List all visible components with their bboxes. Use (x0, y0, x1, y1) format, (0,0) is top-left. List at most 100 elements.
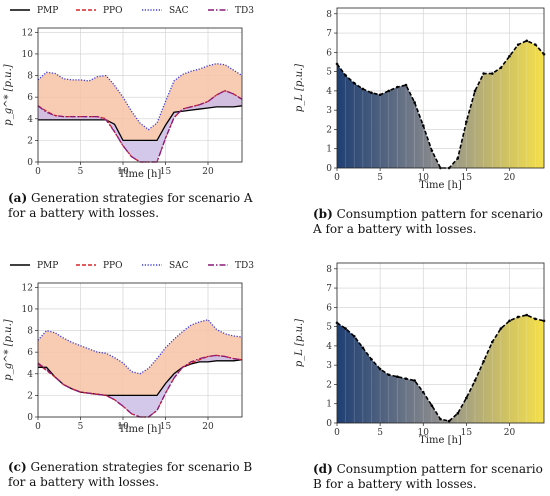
data-point-d (370, 358, 373, 361)
caption-c-tag: (c) (8, 460, 27, 474)
y-tick-label-d: 8 (326, 265, 332, 275)
panel-c: 0 5 10 15 20 0 2 4 6 8 10 12 Time [h] p_g^* [p.u.] PMP… (0, 255, 275, 455)
x-axis-label-d: Time [h] (419, 435, 462, 446)
y-tick-label-d: 1 (326, 400, 332, 410)
caption-b-text: Consumption pattern for scenario A for a… (313, 207, 543, 236)
area-fill-d (337, 315, 544, 423)
y-tick-label-c: 12 (22, 283, 33, 293)
data-point-d (516, 315, 520, 319)
data-point-d (447, 419, 451, 423)
y-tick-label-d: 6 (326, 303, 332, 313)
y-tick-label-a: 0 (27, 158, 33, 168)
x-tick-label-c: 0 (35, 422, 41, 432)
data-point-d (508, 319, 511, 323)
panel-a: 0 5 10 15 20 0 2 4 6 8 10 12 Time [h] p_g^* [p.u.] PMP… (0, 0, 275, 185)
y-tick-label-b: 8 (326, 10, 332, 20)
y-tick-label-c: 8 (27, 327, 33, 337)
data-point-b (508, 54, 511, 58)
data-point-b (473, 89, 477, 93)
legend-label-a-sac: SAC (169, 6, 189, 16)
data-point-d (413, 379, 416, 382)
data-point-b (361, 87, 365, 91)
data-point-b (534, 43, 537, 46)
data-point-d (378, 367, 382, 371)
data-point-d (352, 334, 356, 338)
y-axis-label-c: p_g^* [p.u.] (3, 319, 14, 380)
caption-a-tag: (a) (8, 191, 28, 205)
data-point-b (352, 81, 356, 85)
y-tick-label-b: 5 (326, 68, 332, 78)
x-axis-label-c: Time [h] (119, 424, 162, 435)
x-tick-label-b: 20 (504, 173, 516, 183)
data-point-d (490, 340, 494, 344)
data-point-d (361, 346, 365, 350)
x-axis-label-b: Time [h] (419, 180, 462, 191)
caption-a: (a) Generation strategies for scenario A… (8, 191, 266, 221)
data-point-b (421, 124, 425, 127)
legend-label-c-td3: TD3 (235, 261, 254, 271)
plot-frame-c (37, 282, 243, 418)
y-tick-label-c: 6 (27, 348, 33, 358)
y-tick-label-b: 3 (326, 106, 332, 116)
data-point-d (404, 377, 408, 380)
x-tick-label-a: 5 (78, 167, 84, 177)
data-point-d (396, 375, 399, 379)
panel-b: 0 5 10 15 20 0 1 2 3 4 5 6 7 8 Time [h] p_L [p.u.] (280, 0, 550, 200)
band-upper-c (38, 319, 242, 396)
y-tick-label-d: 2 (326, 380, 332, 390)
data-point-d (387, 373, 391, 377)
x-tick-label-b: 15 (461, 173, 473, 183)
x-tick-label-a: 0 (35, 167, 41, 177)
chart-d: 0 5 10 15 20 0 1 2 3 4 5 6 7 8 Time [h] p_L [p.u.] (294, 262, 546, 446)
data-point-b (465, 120, 468, 124)
band-lower-c (38, 355, 242, 417)
data-point-b (396, 85, 399, 89)
legend-label-a-ppo: PPO (103, 6, 123, 16)
data-point-b (499, 66, 503, 70)
panel-d: 0 5 10 15 20 0 1 2 3 4 5 6 7 8 Time [h] p_L [p.u.] (280, 255, 550, 455)
data-point-b (378, 93, 382, 97)
data-point-b (516, 43, 520, 46)
plot-frame-b (336, 7, 545, 169)
data-point-b (370, 91, 373, 95)
x-tick-label-c: 15 (160, 422, 172, 432)
x-tick-label-a: 20 (202, 167, 214, 177)
y-tick-label-b: 4 (326, 87, 332, 97)
y-tick-label-d: 7 (326, 284, 332, 294)
x-tick-label-d: 0 (334, 428, 340, 438)
series-line-a-sac (37, 63, 243, 131)
data-point-d (456, 412, 460, 415)
legend-label-c-ppo: PPO (103, 261, 123, 271)
x-tick-label-c: 10 (117, 422, 129, 432)
x-tick-label-d: 5 (377, 428, 383, 438)
y-tick-label-b: 2 (326, 125, 332, 135)
x-tick-label-b: 5 (377, 173, 383, 183)
x-axis-label-a: Time [h] (119, 169, 162, 180)
y-tick-label-a: 10 (22, 50, 34, 60)
legend-label-c-sac: SAC (169, 261, 189, 271)
y-tick-label-a: 12 (22, 28, 33, 38)
y-tick-label-c: 2 (27, 391, 33, 401)
x-tick-label-a: 15 (160, 167, 172, 177)
plot-frame-a (37, 27, 243, 163)
y-tick-label-c: 4 (27, 370, 33, 380)
y-tick-label-b: 6 (326, 48, 332, 58)
data-point-d (525, 313, 529, 317)
data-point-d (430, 404, 434, 407)
series-line-a-pmp (38, 105, 243, 142)
band-lower-a (38, 90, 242, 162)
y-tick-label-b: 1 (326, 145, 332, 155)
data-point-b (413, 101, 416, 104)
series-line-a-td3 (37, 89, 243, 163)
chart-c: 0 5 10 15 20 0 2 4 6 8 10 12 Time [h] p_g^* [p.u.] PMP… (3, 261, 254, 435)
data-point-b (404, 83, 408, 87)
y-axis-label-b: p_L [p.u.] (294, 64, 305, 112)
data-point-d (499, 327, 503, 330)
y-tick-label-b: 7 (326, 29, 332, 39)
band-upper-a (38, 63, 242, 141)
y-tick-label-c: 0 (27, 413, 33, 423)
caption-c: (c) Generation strategies for scenario B… (8, 460, 266, 490)
x-tick-label-d: 15 (461, 428, 473, 438)
legend-label-a-pmp: PMP (37, 6, 58, 16)
y-tick-label-a: 4 (27, 115, 33, 125)
